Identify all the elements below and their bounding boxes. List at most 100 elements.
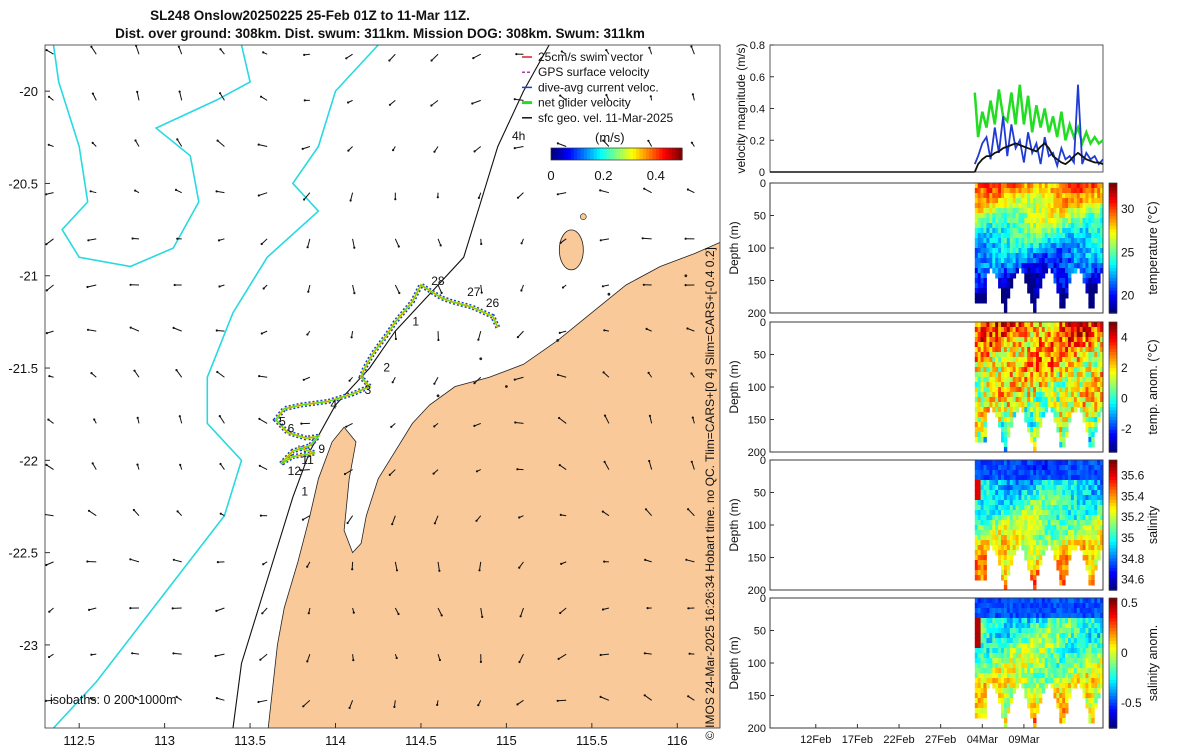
salinity-anomaly-section-cell bbox=[1016, 678, 1019, 684]
sfc-velocity-arrowhead bbox=[518, 516, 520, 518]
salinity-anomaly-section-cell bbox=[1054, 653, 1057, 659]
sfc-velocity-arrowhead bbox=[430, 104, 432, 106]
temperature-section-cell bbox=[1039, 258, 1042, 264]
salinity-section-cell bbox=[1074, 500, 1077, 506]
temperature-section-cell bbox=[998, 208, 1001, 214]
salinity-section-cell bbox=[989, 480, 992, 486]
temperature-anomaly-section-cell bbox=[984, 357, 987, 363]
temperature-anomaly-section-cell bbox=[1056, 392, 1059, 398]
temperature-section-cell bbox=[1097, 263, 1100, 269]
temperature-section-cell bbox=[1071, 263, 1074, 269]
salinity-section-cell bbox=[1001, 525, 1004, 531]
salinity-section-cell bbox=[1045, 480, 1048, 486]
salinity-section-cell bbox=[1080, 500, 1083, 506]
temperature-section-cell bbox=[989, 193, 992, 199]
sfc-velocity-arrowhead bbox=[216, 371, 218, 373]
temperature-section-cell bbox=[1071, 248, 1074, 254]
temperature-anomaly-section-cell bbox=[1083, 402, 1086, 408]
temperature-anomaly-section-cell bbox=[1045, 407, 1048, 413]
salinity-anomaly-section-cell bbox=[989, 648, 992, 654]
temperature-section-cell bbox=[986, 243, 989, 249]
temperature-anomaly-section-cell bbox=[1094, 347, 1097, 353]
salinity-section-cell bbox=[1091, 565, 1094, 571]
temperature-anomaly-section-cell bbox=[1054, 367, 1057, 373]
salinity-anomaly-section-cell bbox=[1004, 713, 1007, 719]
temperature-anomaly-section-cell bbox=[1088, 407, 1091, 413]
salinity-anomaly-section-cell bbox=[1001, 648, 1004, 654]
salinity-anomaly-section-cell bbox=[1048, 608, 1051, 614]
temperature-section-cell bbox=[1077, 223, 1080, 229]
temperature-section-cell bbox=[1051, 223, 1054, 229]
temperature-anomaly-section-cell bbox=[1030, 362, 1033, 368]
salinity-anomaly-section-cell bbox=[1045, 598, 1048, 604]
salinity-anomaly-section-cell bbox=[984, 618, 987, 624]
temperature-section-cell bbox=[1036, 188, 1039, 194]
salinity-anomaly-section-cell bbox=[1065, 693, 1068, 699]
temperature-anomaly-section-cell bbox=[1088, 367, 1091, 373]
salinity-anomaly-section-cell bbox=[1080, 638, 1083, 644]
salinity-section-cell bbox=[1019, 475, 1022, 481]
temperature-anomaly-section-cell bbox=[978, 382, 981, 388]
temperature-anomaly-section-cell bbox=[986, 397, 989, 403]
salinity-anomaly-section-cell bbox=[1091, 603, 1094, 609]
temperature-section-cell bbox=[1030, 268, 1033, 274]
salinity-section-cell bbox=[1094, 465, 1097, 471]
sfc-velocity-arrowhead bbox=[300, 423, 302, 425]
salinity-anomaly-section-cell bbox=[989, 613, 992, 619]
sfc-velocity-arrowhead bbox=[477, 339, 479, 341]
temperature-anomaly-section-cell bbox=[1059, 387, 1062, 393]
map-ytick-label: -21.5 bbox=[8, 361, 38, 376]
sfc-velocity-arrow bbox=[217, 331, 225, 332]
temperature-anomaly-section-colorbar-label: temp. anom. (°C) bbox=[1146, 339, 1160, 434]
salinity-anomaly-section-cell bbox=[1030, 618, 1033, 624]
sfc-velocity-arrowhead bbox=[303, 54, 305, 56]
salinity-anomaly-section-cell bbox=[1056, 663, 1059, 669]
temperature-section-cell bbox=[1013, 238, 1016, 244]
temperature-section-cell bbox=[1001, 223, 1004, 229]
temperature-section-cell bbox=[1094, 253, 1097, 259]
salinity-section-cell bbox=[1048, 535, 1051, 541]
temperature-anomaly-section-cell bbox=[981, 437, 984, 443]
temperature-anomaly-section-cell bbox=[1054, 357, 1057, 363]
temperature-section-cell bbox=[978, 283, 981, 289]
temperature-section-cell bbox=[1086, 218, 1089, 224]
salinity-anomaly-section-cell bbox=[1062, 603, 1065, 609]
temperature-section-cell bbox=[1016, 188, 1019, 194]
sfc-velocity-arrowhead bbox=[689, 653, 691, 655]
sfc-velocity-arrowhead bbox=[308, 612, 310, 614]
temperature-anomaly-section-cell bbox=[998, 327, 1001, 333]
temperature-anomaly-section-cell bbox=[1039, 392, 1042, 398]
temperature-section-cell bbox=[1039, 198, 1042, 204]
temperature-anomaly-section-cell bbox=[1039, 412, 1042, 418]
salinity-section-cell bbox=[1074, 535, 1077, 541]
salinity-anomaly-section-cell bbox=[998, 658, 1001, 664]
salinity-anomaly-section-cell bbox=[1021, 638, 1024, 644]
salinity-anomaly-section-cell bbox=[981, 693, 984, 699]
salinity-anomaly-section-cell bbox=[986, 668, 989, 674]
sfc-velocity-arrowhead bbox=[87, 329, 89, 331]
salinity-section-cell bbox=[1030, 555, 1033, 561]
temperature-anomaly-section-cell bbox=[1021, 332, 1024, 338]
salinity-anomaly-section-cell bbox=[1045, 678, 1048, 684]
temperature-anomaly-section-cell bbox=[1094, 367, 1097, 373]
salinity-section-cell bbox=[1027, 500, 1030, 506]
salinity-section-cell bbox=[1042, 475, 1045, 481]
salinity-anomaly-section-cell bbox=[1071, 598, 1074, 604]
salinity-anomaly-section-cell bbox=[1077, 618, 1080, 624]
temperature-anomaly-section-cell bbox=[1036, 407, 1039, 413]
temperature-section-cell bbox=[1019, 228, 1022, 234]
salinity-anomaly-section-cell bbox=[1042, 673, 1045, 679]
temperature-anomaly-section-cell bbox=[981, 427, 984, 433]
salinity-section-cell bbox=[1030, 475, 1033, 481]
salinity-section-cell bbox=[1071, 525, 1074, 531]
temperature-anomaly-section-cell bbox=[986, 332, 989, 338]
salinity-section-cell bbox=[1036, 505, 1039, 511]
salinity-anomaly-section-cell bbox=[1051, 678, 1054, 684]
temperature-section-cell bbox=[1019, 213, 1022, 219]
temperature-anomaly-section-cell bbox=[1024, 342, 1027, 348]
salinity-section-cell bbox=[1088, 515, 1091, 521]
temperature-section-cell bbox=[1065, 248, 1068, 254]
salinity-anomaly-section-cell bbox=[1045, 653, 1048, 659]
temperature-section-cell bbox=[998, 213, 1001, 219]
salinity-section-cell bbox=[1019, 510, 1022, 516]
